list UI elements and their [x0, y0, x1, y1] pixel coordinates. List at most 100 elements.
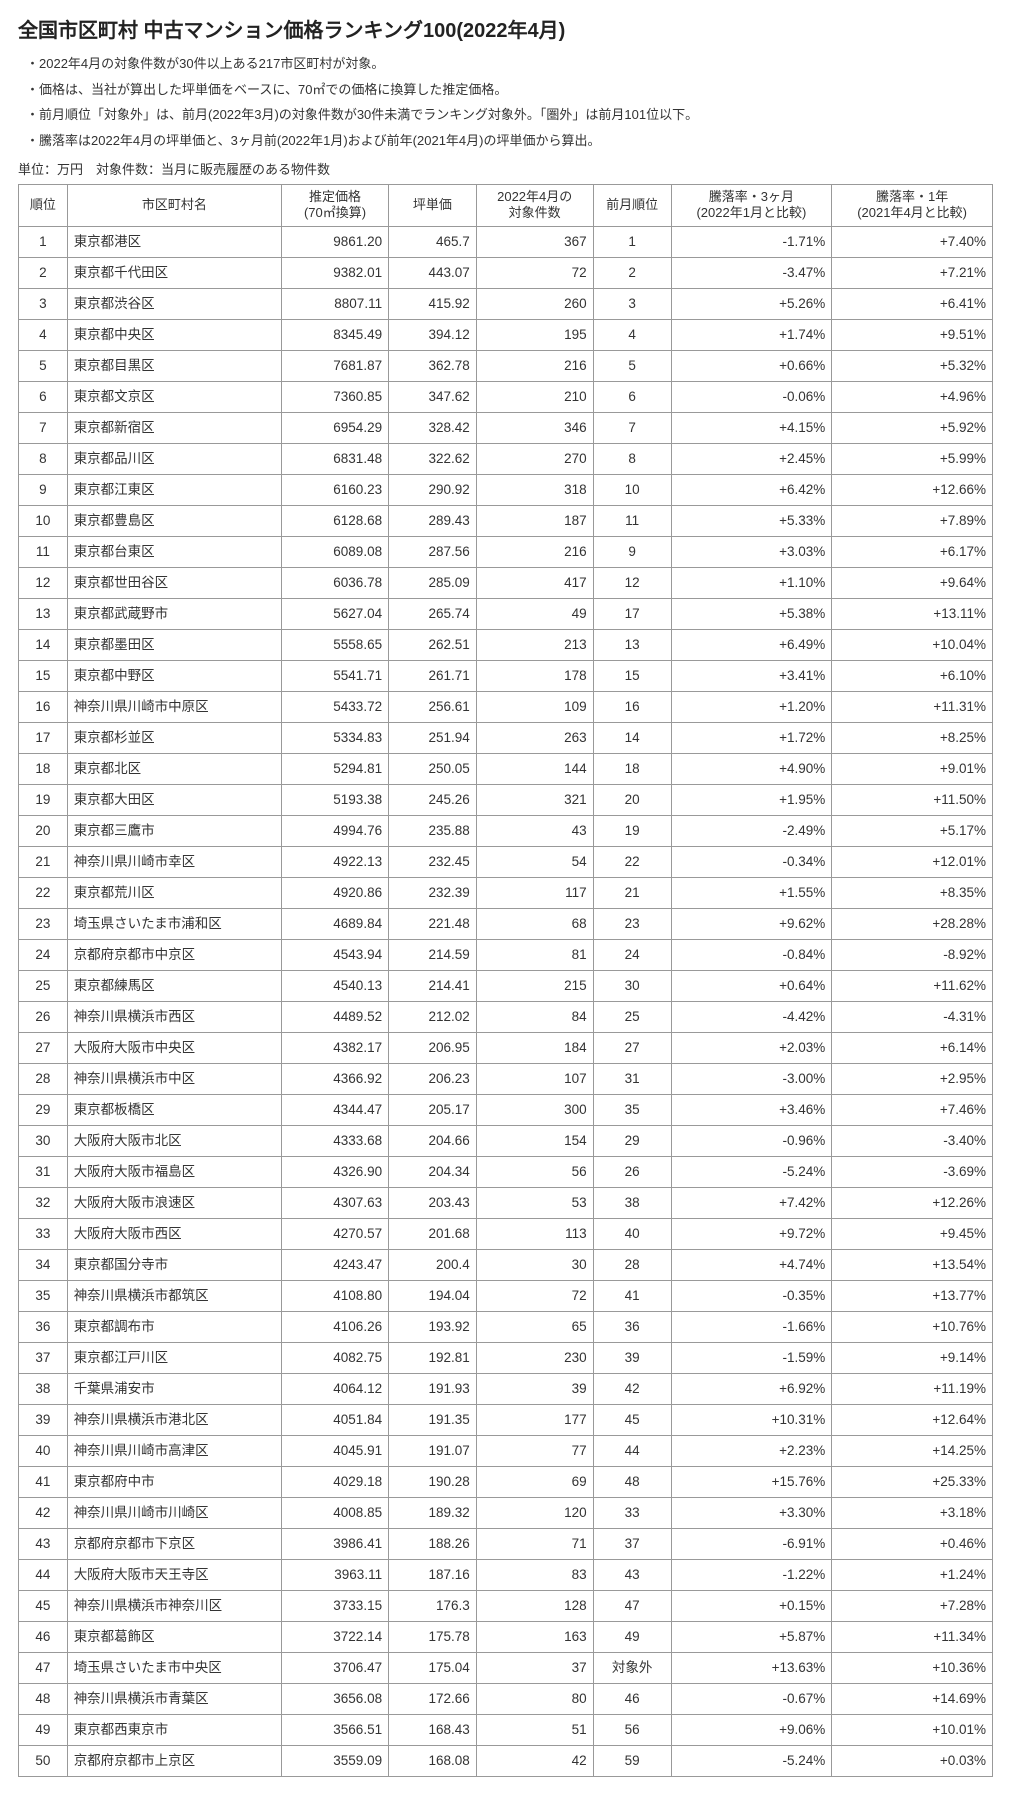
cell-name: 東京都渋谷区 [67, 289, 281, 320]
cell-price: 4064.12 [281, 1374, 388, 1405]
cell-count: 213 [476, 630, 593, 661]
table-row: 20東京都三鷹市4994.76235.884319-2.49%+5.17% [19, 816, 993, 847]
cell-prev: 1 [593, 227, 671, 258]
cell-ch12: +10.36% [832, 1653, 993, 1684]
cell-ch12: +6.14% [832, 1033, 993, 1064]
cell-count: 71 [476, 1529, 593, 1560]
cell-prev: 38 [593, 1188, 671, 1219]
cell-ch3: -4.42% [671, 1002, 832, 1033]
cell-prev: 48 [593, 1467, 671, 1498]
cell-rank: 34 [19, 1250, 68, 1281]
cell-ch3: -0.96% [671, 1126, 832, 1157]
cell-prev: 6 [593, 382, 671, 413]
cell-rank: 48 [19, 1684, 68, 1715]
cell-prev: 11 [593, 506, 671, 537]
cell-tsubo: 221.48 [389, 909, 477, 940]
table-row: 12東京都世田谷区6036.78285.0941712+1.10%+9.64% [19, 568, 993, 599]
cell-ch3: +6.49% [671, 630, 832, 661]
cell-ch3: +0.64% [671, 971, 832, 1002]
cell-rank: 7 [19, 413, 68, 444]
cell-price: 5558.65 [281, 630, 388, 661]
cell-price: 5541.71 [281, 661, 388, 692]
cell-tsubo: 235.88 [389, 816, 477, 847]
cell-ch12: +10.76% [832, 1312, 993, 1343]
cell-tsubo: 347.62 [389, 382, 477, 413]
cell-name: 東京都荒川区 [67, 878, 281, 909]
cell-prev: 13 [593, 630, 671, 661]
cell-ch3: +1.20% [671, 692, 832, 723]
cell-tsubo: 232.39 [389, 878, 477, 909]
cell-ch12: +7.21% [832, 258, 993, 289]
notes-list: 2022年4月の対象件数が30件以上ある217市区町村が対象。 価格は、当社が算… [26, 54, 993, 150]
table-row: 32大阪府大阪市浪速区4307.63203.435338+7.42%+12.26… [19, 1188, 993, 1219]
cell-rank: 32 [19, 1188, 68, 1219]
cell-tsubo: 290.92 [389, 475, 477, 506]
table-row: 26神奈川県横浜市西区4489.52212.028425-4.42%-4.31% [19, 1002, 993, 1033]
cell-count: 215 [476, 971, 593, 1002]
cell-prev: 47 [593, 1591, 671, 1622]
table-row: 10東京都豊島区6128.68289.4318711+5.33%+7.89% [19, 506, 993, 537]
cell-tsubo: 206.95 [389, 1033, 477, 1064]
cell-ch12: +2.95% [832, 1064, 993, 1095]
cell-ch3: +2.45% [671, 444, 832, 475]
cell-ch12: +1.24% [832, 1560, 993, 1591]
cell-price: 4922.13 [281, 847, 388, 878]
cell-ch12: +11.34% [832, 1622, 993, 1653]
cell-name: 神奈川県横浜市神奈川区 [67, 1591, 281, 1622]
table-row: 15東京都中野区5541.71261.7117815+3.41%+6.10% [19, 661, 993, 692]
table-row: 43京都府京都市下京区3986.41188.267137-6.91%+0.46% [19, 1529, 993, 1560]
cell-ch3: +1.72% [671, 723, 832, 754]
cell-price: 4489.52 [281, 1002, 388, 1033]
cell-name: 東京都杉並区 [67, 723, 281, 754]
cell-price: 7360.85 [281, 382, 388, 413]
cell-prev: 15 [593, 661, 671, 692]
cell-count: 260 [476, 289, 593, 320]
cell-tsubo: 212.02 [389, 1002, 477, 1033]
table-row: 14東京都墨田区5558.65262.5121313+6.49%+10.04% [19, 630, 993, 661]
cell-price: 5294.81 [281, 754, 388, 785]
cell-rank: 22 [19, 878, 68, 909]
cell-rank: 31 [19, 1157, 68, 1188]
note-item: 騰落率は2022年4月の坪単価と、3ヶ月前(2022年1月)および前年(2021… [26, 131, 993, 151]
cell-count: 195 [476, 320, 593, 351]
cell-name: 大阪府大阪市西区 [67, 1219, 281, 1250]
cell-name: 東京都新宿区 [67, 413, 281, 444]
cell-tsubo: 192.81 [389, 1343, 477, 1374]
cell-prev: 8 [593, 444, 671, 475]
cell-name: 神奈川県川崎市中原区 [67, 692, 281, 723]
cell-ch3: -6.91% [671, 1529, 832, 1560]
cell-tsubo: 265.74 [389, 599, 477, 630]
cell-name: 東京都北区 [67, 754, 281, 785]
cell-tsubo: 190.28 [389, 1467, 477, 1498]
cell-ch3: -3.47% [671, 258, 832, 289]
cell-name: 東京都国分寺市 [67, 1250, 281, 1281]
cell-name: 東京都中央区 [67, 320, 281, 351]
cell-price: 4082.75 [281, 1343, 388, 1374]
cell-prev: 56 [593, 1715, 671, 1746]
table-row: 25東京都練馬区4540.13214.4121530+0.64%+11.62% [19, 971, 993, 1002]
cell-prev: 17 [593, 599, 671, 630]
cell-ch3: +3.41% [671, 661, 832, 692]
cell-rank: 30 [19, 1126, 68, 1157]
cell-price: 4051.84 [281, 1405, 388, 1436]
cell-price: 4540.13 [281, 971, 388, 1002]
cell-ch12: +0.03% [832, 1746, 993, 1777]
cell-name: 大阪府大阪市天王寺区 [67, 1560, 281, 1591]
cell-name: 神奈川県横浜市西区 [67, 1002, 281, 1033]
cell-rank: 10 [19, 506, 68, 537]
cell-name: 千葉県浦安市 [67, 1374, 281, 1405]
cell-ch12: +11.62% [832, 971, 993, 1002]
cell-count: 30 [476, 1250, 593, 1281]
cell-tsubo: 262.51 [389, 630, 477, 661]
cell-count: 107 [476, 1064, 593, 1095]
cell-tsubo: 415.92 [389, 289, 477, 320]
table-row: 1東京都港区9861.20465.73671-1.71%+7.40% [19, 227, 993, 258]
cell-count: 230 [476, 1343, 593, 1374]
cell-prev: 対象外 [593, 1653, 671, 1684]
cell-name: 埼玉県さいたま市浦和区 [67, 909, 281, 940]
cell-tsubo: 250.05 [389, 754, 477, 785]
cell-ch3: -0.06% [671, 382, 832, 413]
table-row: 41東京都府中市4029.18190.286948+15.76%+25.33% [19, 1467, 993, 1498]
cell-name: 神奈川県横浜市都筑区 [67, 1281, 281, 1312]
cell-ch12: +9.64% [832, 568, 993, 599]
